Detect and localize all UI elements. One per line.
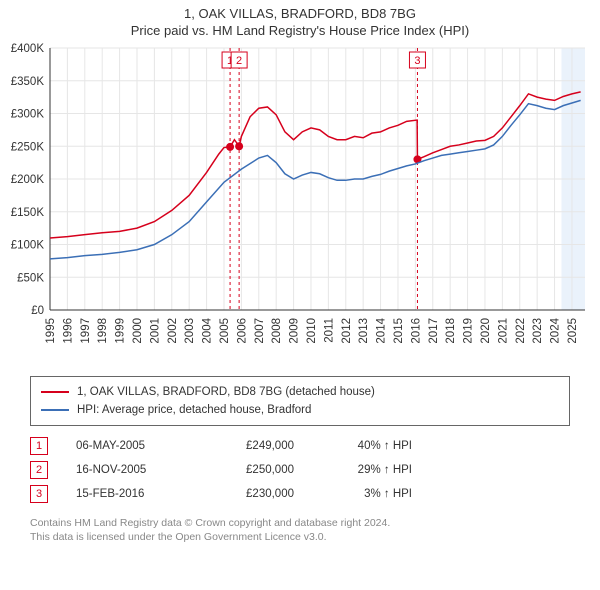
footer-line-2: This data is licensed under the Open Gov… — [30, 530, 570, 544]
chart-svg: £0 £50K £100K £150K £200K £250K £300K £350K £400… — [0, 38, 600, 368]
legend-swatch — [41, 391, 69, 393]
legend-swatch — [41, 409, 69, 411]
svg-text:2010: 2010 — [306, 318, 318, 344]
svg-text:2022: 2022 — [515, 318, 527, 344]
events-table: 1 06-MAY-2005 £249,000 40% ↑ HPI 2 16-NOV-200… — [30, 434, 570, 506]
svg-text:£250K: £250K — [11, 141, 45, 153]
svg-text:2025: 2025 — [567, 318, 579, 344]
svg-text:2013: 2013 — [358, 318, 370, 344]
chart-plot: £0 £50K £100K £150K £200K £250K £300K £350K £400… — [0, 38, 600, 368]
event-marker-number: 2 — [30, 461, 48, 479]
svg-text:1995: 1995 — [45, 318, 57, 344]
svg-text:1997: 1997 — [80, 318, 92, 344]
legend-item: HPI: Average price, detached house, Brad… — [41, 401, 559, 419]
event-row: 1 06-MAY-2005 £249,000 40% ↑ HPI — [30, 434, 570, 458]
svg-text:£0: £0 — [31, 305, 44, 317]
svg-text:2007: 2007 — [254, 318, 266, 344]
legend-label: HPI: Average price, detached house, Brad… — [77, 404, 311, 416]
event-marker-number: 3 — [30, 485, 48, 503]
event-marker-number: 1 — [30, 437, 48, 455]
svg-text:2005: 2005 — [219, 318, 231, 344]
svg-text:1999: 1999 — [115, 318, 127, 344]
svg-text:2006: 2006 — [236, 318, 248, 344]
svg-text:2023: 2023 — [532, 318, 544, 344]
svg-text:2019: 2019 — [463, 318, 475, 344]
svg-text:2001: 2001 — [149, 318, 161, 344]
event-row: 3 15-FEB-2016 £230,000 3% ↑ HPI — [30, 482, 570, 506]
svg-text:1998: 1998 — [97, 318, 109, 344]
event-price: £230,000 — [214, 488, 294, 500]
svg-text:£350K: £350K — [11, 76, 45, 88]
svg-text:2021: 2021 — [497, 318, 509, 344]
svg-text:2015: 2015 — [393, 318, 405, 344]
svg-text:3: 3 — [414, 55, 420, 67]
svg-text:£200K: £200K — [11, 174, 45, 186]
svg-text:£150K: £150K — [11, 207, 45, 219]
event-price: £249,000 — [214, 440, 294, 452]
event-percent-vs-hpi: 40% ↑ HPI — [322, 440, 412, 452]
event-date: 16-NOV-2005 — [76, 464, 186, 476]
svg-text:£50K: £50K — [17, 272, 44, 284]
footer-attribution: Contains HM Land Registry data © Crown c… — [30, 516, 570, 544]
svg-text:1996: 1996 — [62, 318, 74, 344]
svg-text:2020: 2020 — [480, 318, 492, 344]
svg-text:£100K: £100K — [11, 240, 45, 252]
svg-text:2003: 2003 — [184, 318, 196, 344]
event-percent-vs-hpi: 29% ↑ HPI — [322, 464, 412, 476]
svg-text:2014: 2014 — [376, 317, 388, 343]
event-row: 2 16-NOV-2005 £250,000 29% ↑ HPI — [30, 458, 570, 482]
footer-line-1: Contains HM Land Registry data © Crown c… — [30, 516, 570, 530]
svg-text:£400K: £400K — [11, 43, 45, 55]
event-percent-vs-hpi: 3% ↑ HPI — [322, 488, 412, 500]
svg-text:2009: 2009 — [289, 318, 301, 344]
svg-text:2016: 2016 — [410, 318, 422, 344]
svg-text:2000: 2000 — [132, 318, 144, 344]
svg-text:2002: 2002 — [167, 318, 179, 344]
svg-text:2017: 2017 — [428, 318, 440, 344]
svg-text:£300K: £300K — [11, 109, 45, 121]
svg-text:2004: 2004 — [202, 317, 214, 343]
chart-container: { "title_line1": "1, OAK VILLAS, BRADFOR… — [0, 0, 600, 544]
legend-label: 1, OAK VILLAS, BRADFORD, BD8 7BG (detach… — [77, 386, 375, 398]
svg-text:2024: 2024 — [550, 317, 562, 343]
svg-text:2008: 2008 — [271, 318, 283, 344]
event-date: 06-MAY-2005 — [76, 440, 186, 452]
title-line-1: 1, OAK VILLAS, BRADFORD, BD8 7BG — [0, 6, 600, 21]
svg-text:2012: 2012 — [341, 318, 353, 344]
legend-item: 1, OAK VILLAS, BRADFORD, BD8 7BG (detach… — [41, 383, 559, 401]
chart-titles: 1, OAK VILLAS, BRADFORD, BD8 7BG Price p… — [0, 0, 600, 38]
svg-text:2: 2 — [236, 55, 242, 67]
title-line-2: Price paid vs. HM Land Registry's House … — [0, 23, 600, 38]
legend: 1, OAK VILLAS, BRADFORD, BD8 7BG (detach… — [30, 376, 570, 426]
svg-text:2011: 2011 — [323, 318, 335, 343]
event-date: 15-FEB-2016 — [76, 488, 186, 500]
svg-text:2018: 2018 — [445, 318, 457, 344]
event-price: £250,000 — [214, 464, 294, 476]
